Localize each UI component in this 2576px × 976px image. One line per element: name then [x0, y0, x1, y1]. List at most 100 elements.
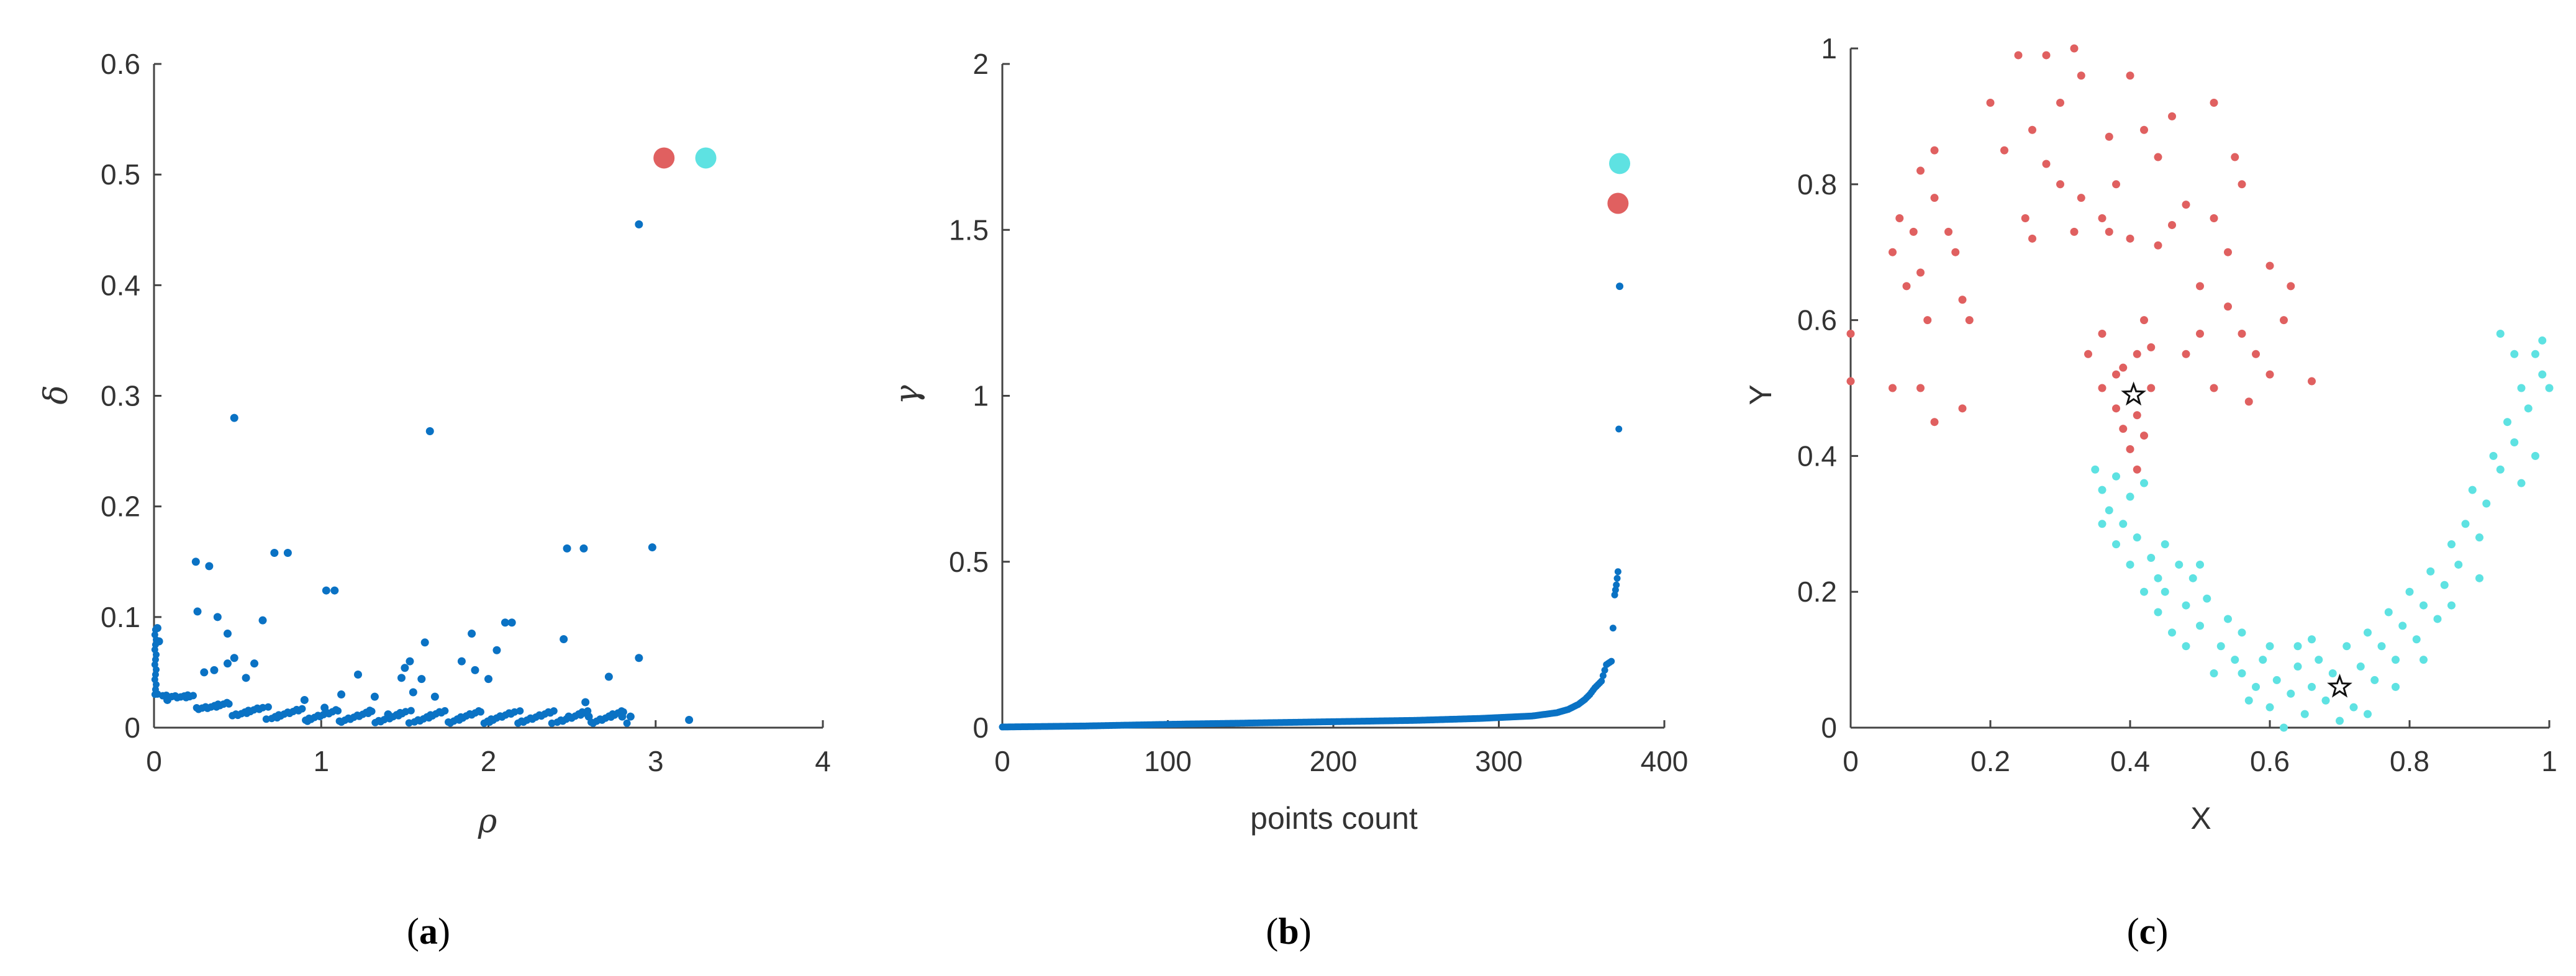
data-point — [492, 646, 501, 654]
x-tick-label: 0.4 — [2110, 745, 2150, 777]
cluster-cyan-point — [2405, 587, 2414, 596]
cluster-red-point — [2042, 51, 2051, 60]
cluster-cyan-point — [2147, 554, 2156, 562]
cluster-cyan-point — [2377, 642, 2386, 651]
x-tick-label: 3 — [648, 745, 664, 777]
data-point — [420, 638, 429, 647]
data-point — [330, 586, 339, 595]
cluster-cyan-point — [2265, 703, 2274, 712]
data-point — [298, 705, 306, 713]
data-point — [635, 654, 643, 662]
cluster-cyan-point — [2293, 662, 2302, 671]
curve-point — [1614, 568, 1621, 576]
cluster-cyan-point — [2216, 642, 2225, 651]
cluster-cyan-point — [2224, 615, 2232, 623]
y-tick-label: 0 — [124, 712, 140, 744]
y-tick-label: 0.5 — [949, 546, 989, 578]
data-point — [223, 698, 231, 707]
curve-point — [1615, 425, 1623, 433]
cluster-red-point — [1944, 227, 1952, 236]
cluster-cyan-point — [2420, 601, 2428, 610]
data-point — [409, 688, 417, 697]
data-point — [152, 656, 159, 663]
cluster-red-point — [2133, 350, 2141, 358]
cluster-cyan-point — [2265, 642, 2274, 651]
cluster-red-point — [2210, 99, 2218, 107]
cluster-red-point — [2133, 465, 2141, 474]
cluster-cyan-point — [2188, 574, 2197, 582]
cluster-red-point — [2028, 125, 2036, 134]
center-cyan — [1609, 153, 1631, 174]
cluster-cyan-point — [2300, 710, 2309, 718]
data-point — [193, 704, 201, 712]
curve-point — [1613, 574, 1621, 582]
data-point — [153, 624, 161, 633]
data-point — [202, 703, 210, 711]
y-tick-label: 0.1 — [101, 601, 140, 633]
cluster-cyan-point — [2308, 635, 2316, 644]
cluster-red-point — [1916, 268, 1925, 277]
cluster-red-point — [2182, 350, 2190, 358]
cluster-red-point — [1965, 316, 1974, 325]
cluster-cyan-point — [2272, 676, 2281, 684]
data-point — [430, 692, 439, 701]
data-point — [406, 657, 414, 666]
cluster-cyan-point — [2356, 662, 2365, 671]
data-point — [441, 707, 449, 715]
cluster-cyan-point — [2196, 621, 2204, 630]
data-point — [401, 664, 409, 672]
data-point — [648, 543, 656, 552]
cluster-red-point — [2070, 227, 2079, 236]
cluster-red-point — [1846, 329, 1855, 338]
cluster-cyan-point — [2510, 350, 2519, 358]
panel-b-xlabel: points count — [1250, 801, 1418, 836]
star-cyan-center — [2327, 674, 2352, 698]
cluster-red-point — [1916, 166, 1925, 175]
y-tick-label: 0.2 — [1797, 576, 1837, 608]
center-cyan — [695, 147, 717, 169]
data-point — [685, 716, 694, 725]
data-point — [210, 666, 219, 674]
panel-a: 0 1 2 3 4 0 0.1 0.2 0.3 0.4 0.5 0.6 ρ δ (a) — [38, 48, 831, 952]
data-point — [232, 710, 240, 718]
cluster-cyan-point — [2210, 669, 2218, 677]
cluster-red-point — [2077, 71, 2085, 80]
data-point — [151, 646, 158, 653]
cluster-cyan-point — [2098, 486, 2107, 494]
data-point — [151, 691, 158, 698]
cluster-cyan-point — [2412, 635, 2421, 644]
cluster-red-point — [1951, 248, 1960, 256]
cluster-red-point — [2224, 248, 2232, 256]
cluster-cyan-point — [2112, 540, 2120, 549]
x-tick-label: 0.6 — [2250, 745, 2290, 777]
cluster-cyan-point — [2133, 533, 2141, 542]
cluster-red-point — [2077, 194, 2085, 202]
cluster-red-point — [2224, 302, 2232, 311]
cluster-cyan-point — [2161, 540, 2169, 549]
cluster-red-point — [2105, 227, 2113, 236]
y-tick-label: 0 — [1821, 712, 1837, 744]
cluster-cyan-point — [2161, 587, 2169, 596]
cluster-cyan-point — [2231, 656, 2239, 664]
data-point — [151, 631, 158, 638]
cluster-cyan-point — [2244, 696, 2253, 705]
cluster-red-point — [1889, 384, 1897, 392]
cluster-red-point — [2000, 146, 2008, 155]
x-tick-label: 200 — [1310, 745, 1358, 777]
data-point — [250, 659, 259, 668]
cluster-red-point — [2133, 411, 2141, 420]
cluster-cyan-point — [2168, 628, 2176, 637]
data-point — [242, 674, 250, 682]
data-point — [191, 558, 200, 566]
cluster-cyan-point — [2496, 465, 2505, 474]
cluster-red-point — [2070, 44, 2079, 53]
cluster-red-point — [1916, 384, 1925, 392]
cluster-red-point — [2105, 132, 2113, 141]
data-point — [274, 711, 283, 719]
y-tick-label: 0.4 — [1797, 440, 1837, 472]
y-tick-label: 1.5 — [949, 214, 989, 246]
cluster-cyan-point — [2392, 656, 2400, 664]
data-point — [223, 659, 232, 668]
cluster-red-point — [2210, 214, 2218, 222]
data-point — [200, 668, 209, 677]
